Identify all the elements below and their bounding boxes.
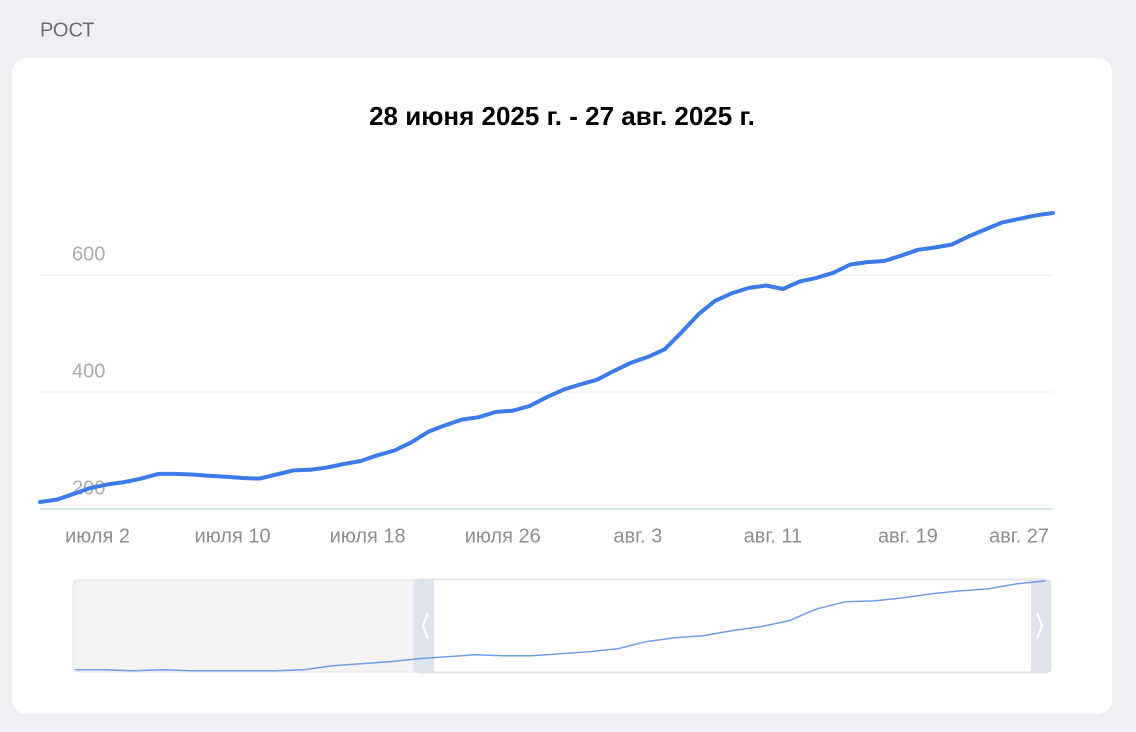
section-title: РОСТ: [40, 19, 94, 41]
x-tick-label: авг. 3: [613, 525, 662, 547]
chart-title: 28 июня 2025 г. - 27 авг. 2025 г.: [369, 101, 755, 131]
x-tick-label: июля 10: [195, 525, 271, 547]
x-tick-label: июля 26: [465, 525, 541, 547]
card: [12, 58, 1112, 714]
handle-arrow: [1036, 612, 1044, 640]
navigator-outside: [73, 580, 415, 672]
x-tick-label: июля 18: [330, 525, 406, 547]
x-tick-label: авг. 27: [989, 525, 1049, 547]
line: [75, 580, 1046, 672]
line: [38, 211, 1055, 504]
handle-arrow: [421, 612, 429, 640]
x-tick-label: авг. 19: [878, 525, 938, 547]
y-tick-label: 400: [72, 360, 105, 382]
y-tick-label: 600: [72, 243, 105, 265]
x-tick-label: авг. 11: [744, 525, 802, 547]
x-tick-label: июля 2: [65, 525, 130, 547]
